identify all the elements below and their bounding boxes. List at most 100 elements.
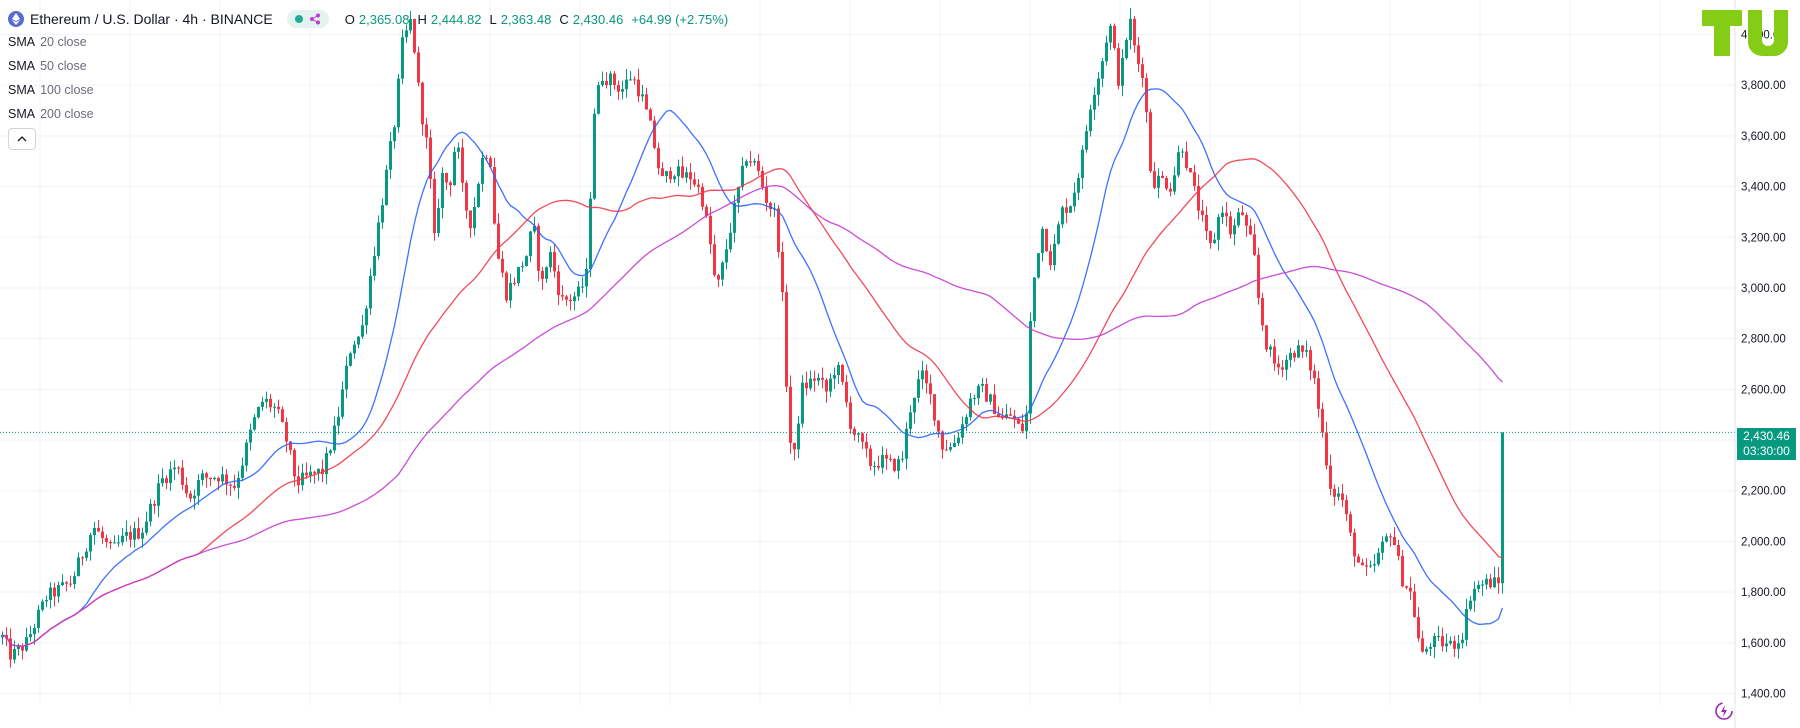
price-axis-tick: 2,600.00 <box>1741 384 1786 396</box>
ohlc-low-value: 2,363.48 <box>500 11 552 27</box>
candle-body <box>1077 177 1080 193</box>
candle-body <box>73 576 76 585</box>
candle-body <box>1237 212 1240 226</box>
replay-icon[interactable] <box>1712 700 1736 722</box>
candle-body <box>1393 536 1396 545</box>
candle-body <box>1489 578 1492 588</box>
symbol-title[interactable]: Ethereum / U.S. Dollar · 4h · BINANCE <box>30 11 273 27</box>
candle-body <box>1009 414 1012 416</box>
share-icon[interactable] <box>309 13 321 25</box>
candle-body <box>1225 212 1228 217</box>
candle-body <box>681 166 684 178</box>
candle-body <box>969 398 972 418</box>
candle-body <box>1417 616 1420 639</box>
candle-body <box>161 478 164 484</box>
candle-body <box>61 582 64 586</box>
candle-body <box>1209 231 1212 244</box>
candle-body <box>505 272 508 301</box>
candle-body <box>173 467 176 470</box>
candle-body <box>1373 564 1376 566</box>
candle-body <box>9 638 12 660</box>
candle-body <box>637 79 640 97</box>
candle-body <box>781 251 784 293</box>
price-axis-tick: 2,000.00 <box>1741 536 1786 548</box>
ethereum-icon[interactable] <box>8 11 24 27</box>
candle-body <box>1233 225 1236 235</box>
candle-body <box>1 634 4 638</box>
candle-body <box>253 417 256 430</box>
candle-body <box>705 206 708 216</box>
candle-body <box>469 210 472 229</box>
candle-body <box>1401 555 1404 587</box>
candle-body <box>937 420 940 432</box>
candle-body <box>1501 432 1504 584</box>
candle-body <box>1289 352 1292 360</box>
candle-body <box>229 484 232 486</box>
candle-body <box>985 383 988 402</box>
candle-body <box>813 378 816 381</box>
indicator-sma-50[interactable]: SMA 50 close <box>8 54 732 78</box>
candle-body <box>449 182 452 186</box>
candle-body <box>497 223 500 259</box>
candle-body <box>977 385 980 399</box>
candle-body <box>1269 346 1272 350</box>
candle-body <box>241 465 244 478</box>
candle-body <box>973 398 976 400</box>
candle-body <box>865 441 868 449</box>
candle-body <box>829 378 832 392</box>
candle-body <box>533 225 536 232</box>
indicator-sma-200[interactable]: SMA 200 close <box>8 102 732 126</box>
candlestick-series <box>1 7 1504 668</box>
candle-body <box>1133 18 1136 46</box>
candle-body <box>489 158 492 168</box>
candle-body <box>573 296 576 302</box>
candle-body <box>1065 207 1068 213</box>
candle-body <box>1197 186 1200 211</box>
candle-body <box>13 648 16 660</box>
collapse-legend-button[interactable] <box>8 128 36 150</box>
candle-body <box>821 377 824 380</box>
candle-body <box>481 157 484 184</box>
candle-body <box>525 256 528 266</box>
tradingview-logo[interactable] <box>1702 10 1790 56</box>
candle-body <box>1109 25 1112 43</box>
price-axis-tick: 3,800.00 <box>1741 80 1786 92</box>
indicator-sma-100[interactable]: SMA 100 close <box>8 78 732 102</box>
candle-body <box>1441 636 1444 647</box>
candle-body <box>881 454 884 468</box>
candle-body <box>981 383 984 386</box>
candle-body <box>793 442 796 450</box>
candle-body <box>293 450 296 477</box>
candle-body <box>733 202 736 233</box>
candle-body <box>69 583 72 585</box>
candle-body <box>29 634 32 638</box>
indicator-sma-20[interactable]: SMA 20 close <box>8 30 732 54</box>
candle-body <box>589 198 592 269</box>
candle-body <box>137 528 140 539</box>
candle-body <box>1057 224 1060 244</box>
candle-body <box>685 172 688 178</box>
candle-body <box>1413 591 1416 617</box>
candle-body <box>433 178 436 234</box>
candle-body <box>561 295 564 297</box>
candle-body <box>841 364 844 382</box>
price-axis[interactable]: 1,400.00 1,600.00 1,800.00 2,000.00 2,200.00… <box>1734 0 1786 728</box>
candle-body <box>41 601 44 610</box>
price-axis-tick: 2,200.00 <box>1741 486 1786 498</box>
candle-body <box>1433 636 1436 648</box>
market-status-pill[interactable] <box>286 10 329 28</box>
candle-body <box>625 79 628 90</box>
candle-body <box>485 157 488 159</box>
ohlc-open-key: O <box>344 11 355 27</box>
candle-body <box>1213 239 1216 244</box>
candle-body <box>545 267 548 279</box>
candle-body <box>345 365 348 390</box>
candle-body <box>1097 78 1100 95</box>
candle-body <box>769 202 772 209</box>
candle-body <box>617 85 620 92</box>
candle-body <box>273 406 276 408</box>
candle-body <box>1341 493 1344 501</box>
candle-body <box>89 535 92 552</box>
candle-body <box>217 477 220 482</box>
